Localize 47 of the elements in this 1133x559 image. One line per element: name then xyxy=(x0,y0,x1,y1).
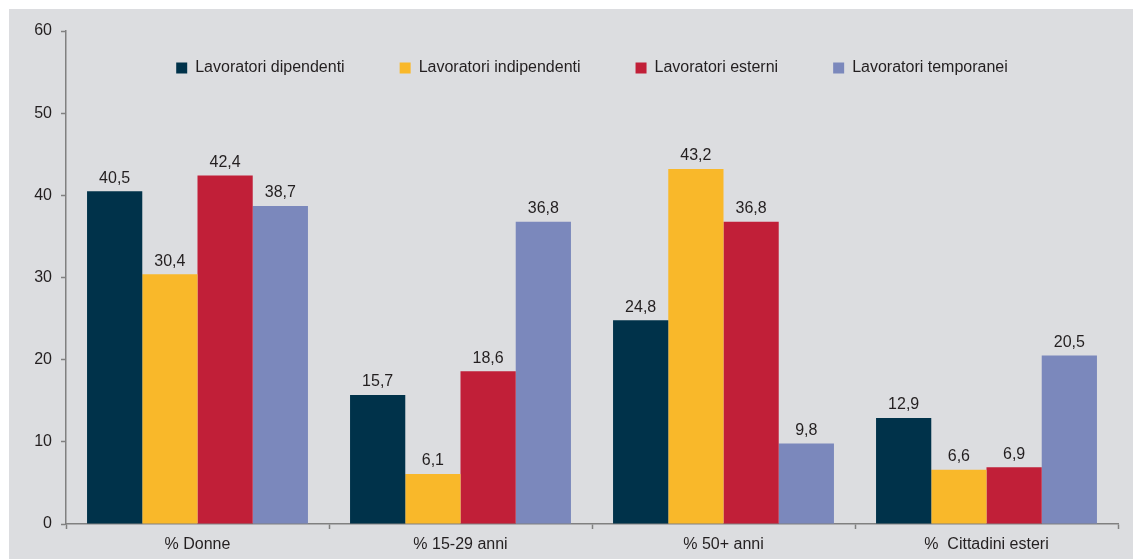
bar xyxy=(142,274,198,524)
bar xyxy=(931,469,987,524)
y-tick-label: 60 xyxy=(34,21,53,39)
bar xyxy=(87,191,143,524)
bar xyxy=(252,206,308,524)
bar xyxy=(986,467,1042,524)
data-label: 24,8 xyxy=(625,297,657,315)
x-tick-label: % Cittadini esteri xyxy=(924,535,1049,553)
y-tick-label: 0 xyxy=(43,514,53,532)
bar xyxy=(876,418,932,524)
data-label: 12,9 xyxy=(888,395,920,413)
legend-label: Lavoratori temporanei xyxy=(852,58,1008,76)
x-tick-label: % Donne xyxy=(164,535,231,553)
bar xyxy=(723,221,779,524)
y-tick-label: 20 xyxy=(34,350,53,368)
bar xyxy=(350,395,406,524)
data-label: 20,5 xyxy=(1053,332,1086,350)
data-label: 30,4 xyxy=(154,251,186,269)
data-label: 6,1 xyxy=(421,451,445,469)
legend-label: Lavoratori esterni xyxy=(654,58,779,76)
data-label: 36,8 xyxy=(735,199,767,217)
data-label: 42,4 xyxy=(209,153,241,171)
bar xyxy=(460,371,516,524)
x-tick-label: % 15-29 anni xyxy=(413,535,508,553)
bar xyxy=(778,443,834,524)
data-label: 6,6 xyxy=(947,447,971,465)
data-label: 15,7 xyxy=(362,372,394,390)
data-label: 40,5 xyxy=(99,168,131,186)
data-label: 6,9 xyxy=(1002,444,1026,462)
bar xyxy=(1041,355,1097,524)
data-label: 36,8 xyxy=(527,199,560,217)
bar xyxy=(668,169,724,524)
bar xyxy=(515,221,571,524)
data-label: 43,2 xyxy=(680,146,712,164)
x-tick-label: % 50+ anni xyxy=(683,535,764,553)
data-label: 18,6 xyxy=(472,348,504,366)
legend-label: Lavoratori indipendenti xyxy=(418,58,581,76)
y-tick-label: 50 xyxy=(34,103,53,121)
bar xyxy=(197,175,253,524)
bar xyxy=(613,320,669,524)
bar xyxy=(405,473,461,524)
y-tick-label: 30 xyxy=(34,267,53,285)
data-label: 38,7 xyxy=(264,183,297,201)
y-tick-label: 40 xyxy=(34,185,53,203)
data-label: 9,8 xyxy=(795,420,818,438)
legend-label: Lavoratori dipendenti xyxy=(195,58,345,76)
y-tick-label: 10 xyxy=(34,432,53,450)
